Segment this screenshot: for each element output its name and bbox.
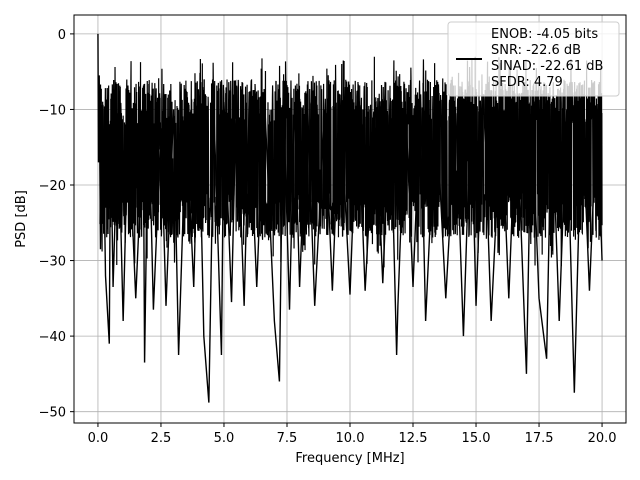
- legend-entry-sfdr: SFDR: 4.79: [491, 75, 563, 90]
- x-tick-label: 5.0: [214, 431, 235, 446]
- y-tick-label: −50: [39, 406, 66, 421]
- y-tick-label: −30: [39, 255, 66, 270]
- plot-area: [97, 33, 603, 403]
- x-tick-label: 0.0: [88, 431, 109, 446]
- legend-entry-sinad: SINAD: -22.61 dB: [491, 59, 603, 74]
- legend: ENOB: -4.05 bits SNR: -22.6 dB SINAD: -2…: [447, 21, 620, 97]
- y-tick-label: −10: [39, 103, 66, 118]
- y-tick-label: −40: [39, 330, 66, 345]
- legend-entry-snr: SNR: -22.6 dB: [491, 43, 581, 58]
- y-tick-label: −20: [39, 179, 66, 194]
- x-axis-ticks: 0.0 2.5 5.0 7.5 10.0 12.5 15.0 17.5 20.0: [88, 423, 617, 446]
- x-tick-label: 12.5: [399, 431, 428, 446]
- y-tick-label: 0: [58, 28, 66, 43]
- psd-series-line: [97, 33, 603, 403]
- x-tick-label: 20.0: [588, 431, 617, 446]
- legend-entry-enob: ENOB: -4.05 bits: [491, 27, 598, 42]
- x-tick-label: 7.5: [277, 431, 298, 446]
- legend-box: [447, 21, 620, 97]
- x-tick-label: 2.5: [151, 431, 172, 446]
- x-axis-label: Frequency [MHz]: [295, 451, 404, 466]
- psd-noise-trace: [99, 56, 603, 268]
- x-tick-label: 17.5: [525, 431, 554, 446]
- x-tick-label: 10.0: [336, 431, 365, 446]
- x-tick-label: 15.0: [462, 431, 491, 446]
- y-axis-label: PSD [dB]: [14, 190, 29, 248]
- y-axis-ticks: 0 −10 −20 −30 −40 −50: [39, 28, 74, 421]
